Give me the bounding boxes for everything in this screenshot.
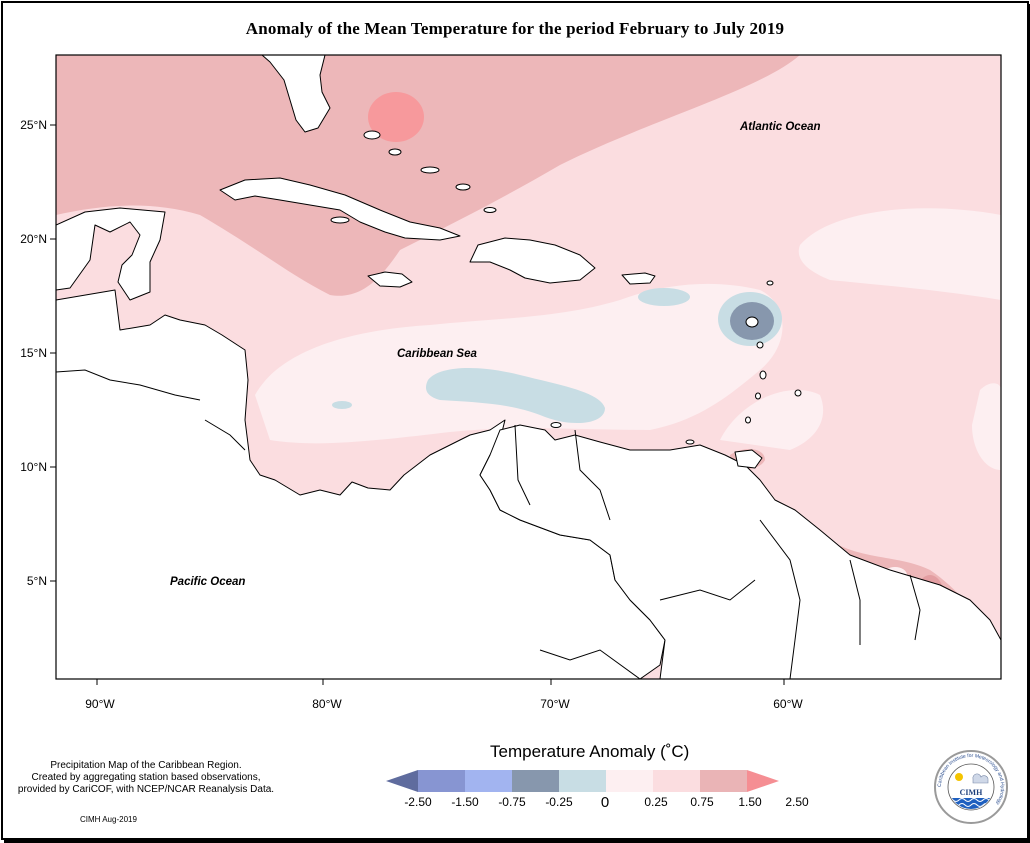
island-bahamas-c: [420, 166, 440, 174]
lon-tick-marks: [96, 679, 785, 685]
legend-swatch: [465, 770, 512, 792]
legend-tick: 0: [601, 794, 609, 811]
land-trinidad: [734, 449, 763, 469]
legend-swatch: [418, 770, 465, 792]
waves-icon: [949, 798, 993, 809]
credits-text: Precipitation Map of the Caribbean Regio…: [6, 760, 286, 796]
label-caribbean-sea: Caribbean Sea: [397, 348, 477, 360]
legend-tick: 0.25: [644, 795, 668, 809]
sun-icon: [955, 773, 963, 781]
land-hispaniola: [469, 237, 596, 284]
lon-label-90w: 90°W: [85, 697, 115, 711]
island-barbados: [794, 389, 802, 397]
island-bahamas-b: [388, 148, 402, 156]
legend-tick: -2.50: [404, 795, 432, 809]
map-field: [56, 55, 1001, 679]
logo-emblem: CIMH: [949, 773, 993, 809]
borders: [56, 369, 921, 679]
legend-swatch: [512, 770, 559, 792]
legend-title: Temperature Anomaly (˚C): [490, 742, 690, 761]
island-st-lucia: [759, 370, 767, 380]
island-st-vincent: [755, 392, 761, 400]
warm-zone-north: [56, 55, 800, 296]
island-antigua: [766, 280, 774, 286]
neutral-zone-caribbean: [255, 283, 783, 444]
label-atlantic-ocean: Atlantic Ocean: [739, 121, 821, 133]
legend-swatch: [653, 770, 700, 792]
legend-tick: -0.75: [498, 795, 526, 809]
legend-swatch: [700, 770, 747, 792]
island-isle-of-youth: [330, 216, 350, 224]
credits-line-3: provided by CariCOF, with NCEP/NCAR Rean…: [17, 784, 275, 795]
legend-tick-labels: -2.50 -1.50 -0.75 -0.25 0 0.25 0.75 1.50…: [404, 794, 809, 811]
lon-label-70w: 70°W: [540, 697, 570, 711]
cool-spot-virgin-islands: [638, 288, 690, 306]
lat-label-15n: 15°N: [20, 346, 47, 360]
land-masses: [56, 55, 1001, 679]
island-bahamas-a: [363, 130, 381, 140]
lat-label-10n: 10°N: [20, 460, 47, 474]
cimh-logo: Caribbean Institute for Meteorology and …: [934, 750, 1008, 824]
land-jamaica: [367, 271, 413, 288]
land-florida: [261, 55, 331, 133]
island-grenada: [745, 416, 751, 424]
lon-label-80w: 80°W: [312, 697, 342, 711]
label-pacific-ocean: Pacific Ocean: [170, 576, 245, 588]
credits-date: CIMH Aug-2019: [80, 815, 137, 824]
land-cuba: [219, 177, 461, 241]
legend-tick: -0.25: [545, 795, 573, 809]
island-dominica: [756, 341, 764, 349]
warm-spot-bahamas: [368, 92, 424, 142]
legend-tick: -1.50: [451, 795, 479, 809]
legend-colorbar: [386, 770, 779, 792]
cloud-icon: [972, 773, 989, 784]
legend-swatch: [606, 770, 653, 792]
small-islands: [330, 130, 802, 445]
lat-label-20n: 20°N: [20, 232, 47, 246]
land-venezuela-guianas: [479, 424, 1001, 679]
legend-arrow-left: [386, 770, 418, 792]
legend-arrow-right: [747, 770, 779, 792]
lat-tick-marks: [50, 124, 56, 582]
cool-spot-caribbean: [425, 368, 605, 424]
island-curacao: [550, 422, 562, 428]
lon-label-60w: 60°W: [773, 697, 803, 711]
legend-tick: 1.50: [738, 795, 762, 809]
neutral-zone-east: [972, 383, 1001, 470]
map-border: [55, 54, 1002, 680]
neutral-zone-lesser-antilles: [720, 390, 824, 450]
legend-tick: 2.50: [785, 795, 809, 809]
neutral-zone-atlantic: [798, 208, 1001, 300]
logo-abbr: CIMH: [960, 788, 983, 797]
map-title: Anomaly of the Mean Temperature for the …: [245, 19, 785, 38]
lat-label-25n: 25°N: [20, 118, 47, 132]
island-bahamas-d: [455, 183, 471, 191]
island-margarita: [685, 439, 695, 445]
island-turks: [483, 207, 497, 213]
credits-line-2: Created by aggregating station based obs…: [31, 772, 261, 783]
legend-swatch: [559, 770, 606, 792]
cool-spot-small: [332, 401, 352, 409]
credits-line-1: Precipitation Map of the Caribbean Regio…: [50, 760, 242, 771]
lat-label-5n: 5°N: [27, 574, 47, 588]
land-puerto-rico: [621, 272, 656, 285]
legend-tick: 0.75: [690, 795, 714, 809]
island-guadeloupe: [745, 316, 759, 328]
land-mexico-north: [56, 207, 166, 301]
